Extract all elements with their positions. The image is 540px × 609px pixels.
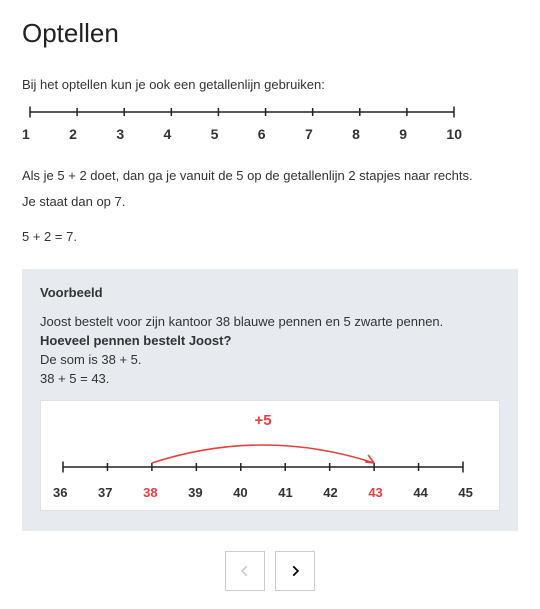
number-line-1-label: 8	[352, 126, 360, 142]
example-result: 38 + 5 = 43.	[40, 371, 500, 386]
example-diagram-label: 40	[233, 485, 247, 500]
number-line-1-label: 6	[258, 126, 266, 142]
example-diagram-label: 45	[458, 485, 472, 500]
chevron-right-icon	[288, 564, 302, 578]
svg-text:+5: +5	[254, 412, 271, 429]
example-diagram-label: 42	[323, 485, 337, 500]
number-line-1-label: 5	[211, 126, 219, 142]
example-question: Hoeveel pennen bestelt Joost?	[40, 333, 500, 348]
example-line-1: Joost bestelt voor zijn kantoor 38 blauw…	[40, 314, 500, 329]
example-diagram-label: 39	[188, 485, 202, 500]
number-line-1-label: 1	[22, 126, 30, 142]
number-line-1-label: 7	[305, 126, 313, 142]
example-diagram-label: 37	[98, 485, 112, 500]
example-diagram-label: 41	[278, 485, 292, 500]
example-diagram-label: 43	[368, 485, 382, 500]
example-diagram-labels: 36 37 38 39 40 41 42 43 44 45	[53, 485, 473, 500]
number-line-1-label: 10	[446, 126, 462, 142]
example-diagram-label: 44	[413, 485, 427, 500]
example-diagram-label: 36	[53, 485, 67, 500]
number-line-1-labels: 1 2 3 4 5 6 7 8 9 10	[22, 126, 462, 142]
number-line-1-label: 4	[163, 126, 171, 142]
explanation-line-2: Je staat dan op 7.	[22, 192, 518, 212]
example-heading: Voorbeeld	[40, 285, 500, 300]
example-line-3: De som is 38 + 5.	[40, 352, 500, 367]
number-line-1: 1 2 3 4 5 6 7 8 9 10	[22, 102, 518, 152]
number-line-1-label: 2	[69, 126, 77, 142]
number-line-1-svg	[22, 102, 462, 124]
explanation-line-1: Als je 5 + 2 doet, dan ga je vanuit de 5…	[22, 166, 518, 186]
example-diagram-label: 38	[143, 485, 157, 500]
number-line-1-label: 3	[116, 126, 124, 142]
example-box: Voorbeeld Joost bestelt voor zijn kantoo…	[22, 269, 518, 531]
page-title: Optellen	[22, 18, 518, 49]
example-diagram-svg: +5	[53, 411, 473, 481]
number-line-1-label: 9	[399, 126, 407, 142]
intro-text: Bij het optellen kun je ook een getallen…	[22, 77, 518, 92]
example-diagram: +5 36 37 38 39 40 41 42 43 44 45	[40, 400, 500, 511]
chevron-left-icon	[238, 564, 252, 578]
equation-1: 5 + 2 = 7.	[22, 227, 518, 247]
